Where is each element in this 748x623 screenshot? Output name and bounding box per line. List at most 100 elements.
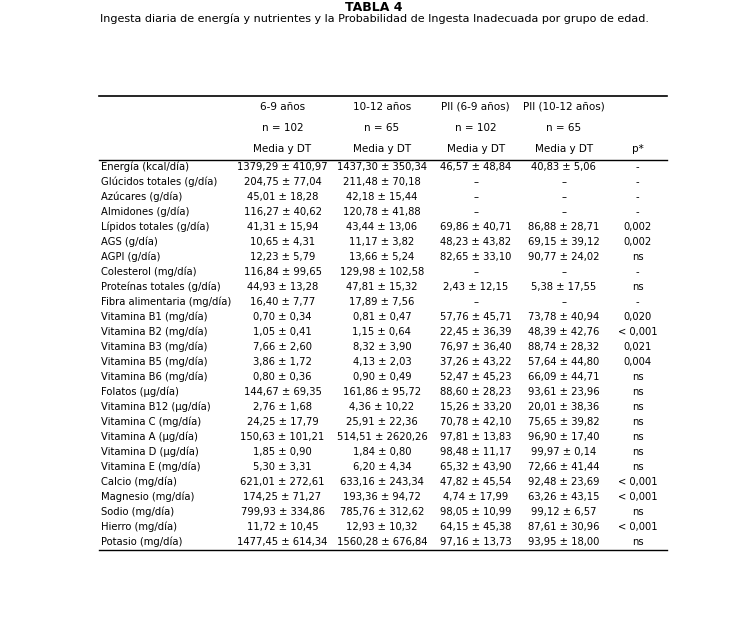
Text: Proteínas totales (g/día): Proteínas totales (g/día) [101,282,221,292]
Text: 13,66 ± 5,24: 13,66 ± 5,24 [349,252,414,262]
Text: 621,01 ± 272,61: 621,01 ± 272,61 [240,477,325,487]
Text: 15,26 ± 33,20: 15,26 ± 33,20 [440,402,512,412]
Text: 1560,28 ± 676,84: 1560,28 ± 676,84 [337,537,427,547]
Text: 0,020: 0,020 [623,312,652,322]
Text: 88,60 ± 28,23: 88,60 ± 28,23 [440,387,512,397]
Text: 47,81 ± 15,32: 47,81 ± 15,32 [346,282,417,292]
Text: -: - [636,267,640,277]
Text: 0,80 ± 0,36: 0,80 ± 0,36 [254,372,312,382]
Text: -: - [636,177,640,187]
Text: 82,65 ± 33,10: 82,65 ± 33,10 [440,252,512,262]
Text: TABLA 4: TABLA 4 [346,1,402,14]
Text: Magnesio (mg/día): Magnesio (mg/día) [101,492,194,502]
Text: 41,31 ± 15,94: 41,31 ± 15,94 [247,222,318,232]
Text: Potasio (mg/día): Potasio (mg/día) [101,537,183,548]
Text: 69,15 ± 39,12: 69,15 ± 39,12 [528,237,600,247]
Text: < 0,001: < 0,001 [618,477,657,487]
Text: 44,93 ± 13,28: 44,93 ± 13,28 [247,282,318,292]
Text: –: – [473,207,478,217]
Text: 3,86 ± 1,72: 3,86 ± 1,72 [253,357,312,367]
Text: Media y DT: Media y DT [353,144,411,154]
Text: Media y DT: Media y DT [254,144,312,154]
Text: –: – [473,177,478,187]
Text: 37,26 ± 43,22: 37,26 ± 43,22 [440,357,512,367]
Text: 40,83 ± 5,06: 40,83 ± 5,06 [531,162,596,172]
Text: p*: p* [632,144,643,154]
Text: Media y DT: Media y DT [447,144,505,154]
Text: 5,38 ± 17,55: 5,38 ± 17,55 [531,282,596,292]
Text: 1,85 ± 0,90: 1,85 ± 0,90 [253,447,312,457]
Text: 4,36 ± 10,22: 4,36 ± 10,22 [349,402,414,412]
Text: 0,81 ± 0,47: 0,81 ± 0,47 [352,312,411,322]
Text: AGS (g/día): AGS (g/día) [101,237,158,247]
Text: < 0,001: < 0,001 [618,492,657,502]
Text: –: – [473,192,478,202]
Text: 1379,29 ± 410,97: 1379,29 ± 410,97 [237,162,328,172]
Text: ns: ns [632,462,643,472]
Text: 57,76 ± 45,71: 57,76 ± 45,71 [440,312,512,322]
Text: 93,95 ± 18,00: 93,95 ± 18,00 [528,537,599,547]
Text: Sodio (mg/día): Sodio (mg/día) [101,507,174,518]
Text: Fibra alimentaria (mg/día): Fibra alimentaria (mg/día) [101,297,231,307]
Text: 1477,45 ± 614,34: 1477,45 ± 614,34 [237,537,328,547]
Text: –: – [561,267,566,277]
Text: –: – [561,207,566,217]
Text: 73,78 ± 40,94: 73,78 ± 40,94 [528,312,599,322]
Text: PII (6-9 años): PII (6-9 años) [441,102,510,112]
Text: –: – [561,192,566,202]
Text: 6-9 años: 6-9 años [260,102,305,112]
Text: ns: ns [632,537,643,547]
Text: ns: ns [632,282,643,292]
Text: 99,97 ± 0,14: 99,97 ± 0,14 [531,447,596,457]
Text: < 0,001: < 0,001 [618,522,657,532]
Text: Vitamina B6 (mg/día): Vitamina B6 (mg/día) [101,372,207,383]
Text: n = 102: n = 102 [262,123,304,133]
Text: 1,05 ± 0,41: 1,05 ± 0,41 [253,327,312,337]
Text: ns: ns [632,417,643,427]
Text: Energía (kcal/día): Energía (kcal/día) [101,162,189,173]
Text: –: – [473,297,478,307]
Text: 20,01 ± 38,36: 20,01 ± 38,36 [528,402,599,412]
Text: 93,61 ± 23,96: 93,61 ± 23,96 [528,387,600,397]
Text: 0,70 ± 0,34: 0,70 ± 0,34 [254,312,312,322]
Text: 65,32 ± 43,90: 65,32 ± 43,90 [440,462,512,472]
Text: ns: ns [632,507,643,517]
Text: 12,23 ± 5,79: 12,23 ± 5,79 [250,252,315,262]
Text: ns: ns [632,387,643,397]
Text: 98,05 ± 10,99: 98,05 ± 10,99 [440,507,512,517]
Text: 0,002: 0,002 [623,222,652,232]
Text: –: – [561,297,566,307]
Text: 633,16 ± 243,34: 633,16 ± 243,34 [340,477,424,487]
Text: Vitamina B2 (mg/día): Vitamina B2 (mg/día) [101,327,207,338]
Text: 11,17 ± 3,82: 11,17 ± 3,82 [349,237,414,247]
Text: 69,86 ± 40,71: 69,86 ± 40,71 [440,222,512,232]
Text: ns: ns [632,402,643,412]
Text: 0,021: 0,021 [623,342,652,352]
Text: 17,89 ± 7,56: 17,89 ± 7,56 [349,297,414,307]
Text: 161,86 ± 95,72: 161,86 ± 95,72 [343,387,421,397]
Text: 57,64 ± 44,80: 57,64 ± 44,80 [528,357,599,367]
Text: 96,90 ± 17,40: 96,90 ± 17,40 [528,432,599,442]
Text: Vitamina B3 (mg/día): Vitamina B3 (mg/día) [101,342,207,353]
Text: 42,18 ± 15,44: 42,18 ± 15,44 [346,192,417,202]
Text: Vitamina B1 (mg/día): Vitamina B1 (mg/día) [101,312,207,323]
Text: 43,44 ± 13,06: 43,44 ± 13,06 [346,222,417,232]
Text: –: – [473,267,478,277]
Text: Ingesta diaria de energía y nutrientes y la Probabilidad de Ingesta Inadecuada p: Ingesta diaria de energía y nutrientes y… [99,14,649,24]
Text: 193,36 ± 94,72: 193,36 ± 94,72 [343,492,421,502]
Text: 48,39 ± 42,76: 48,39 ± 42,76 [528,327,599,337]
Text: AGPI (g/día): AGPI (g/día) [101,252,160,262]
Text: 48,23 ± 43,82: 48,23 ± 43,82 [440,237,511,247]
Text: Vitamina D (μg/día): Vitamina D (μg/día) [101,447,199,457]
Text: 64,15 ± 45,38: 64,15 ± 45,38 [440,522,512,532]
Text: 11,72 ± 10,45: 11,72 ± 10,45 [247,522,319,532]
Text: ns: ns [632,447,643,457]
Text: 144,67 ± 69,35: 144,67 ± 69,35 [244,387,322,397]
Text: 16,40 ± 7,77: 16,40 ± 7,77 [250,297,315,307]
Text: Vitamina E (mg/día): Vitamina E (mg/día) [101,462,200,472]
Text: 12,93 ± 10,32: 12,93 ± 10,32 [346,522,417,532]
Text: Media y DT: Media y DT [535,144,592,154]
Text: 1,15 ± 0,64: 1,15 ± 0,64 [352,327,411,337]
Text: 2,43 ± 12,15: 2,43 ± 12,15 [443,282,509,292]
Text: n = 65: n = 65 [546,123,581,133]
